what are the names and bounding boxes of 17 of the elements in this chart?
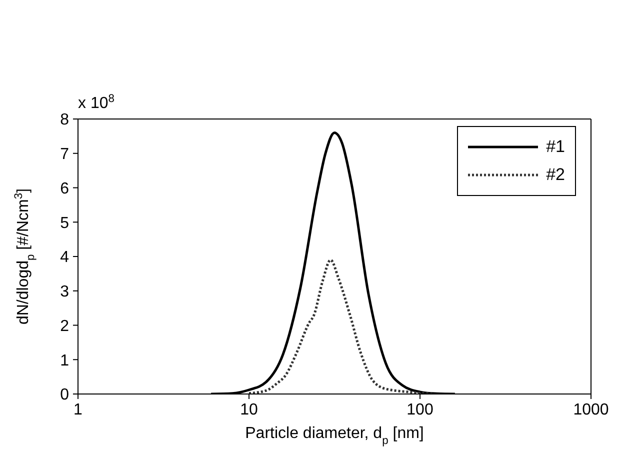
y-tick-label: 4 [60, 249, 70, 266]
x-tick-label: 1000 [573, 401, 609, 418]
text: x 10$^{8}$ [78, 93, 114, 112]
legend-label: #2 [546, 165, 565, 185]
y-tick-label: 1 [60, 352, 70, 370]
x-tick-label: 10 [240, 401, 258, 418]
y-tick-label: 5 [60, 214, 70, 232]
x-tick-label: 100 [406, 401, 434, 418]
y-tick-label: 6 [60, 180, 70, 198]
y-tick-label: 8 [60, 112, 70, 129]
x-tick-label: 1 [74, 401, 83, 418]
y-tick-label: 3 [60, 284, 70, 301]
y-tick-label: 7 [60, 146, 70, 164]
x-axis-title: Particle diameter, d$_{p}$ [nm] [245, 425, 424, 447]
legend-label: #1 [546, 137, 565, 157]
y-tick-label: 2 [60, 318, 70, 335]
y-tick-label: 0 [60, 386, 70, 404]
